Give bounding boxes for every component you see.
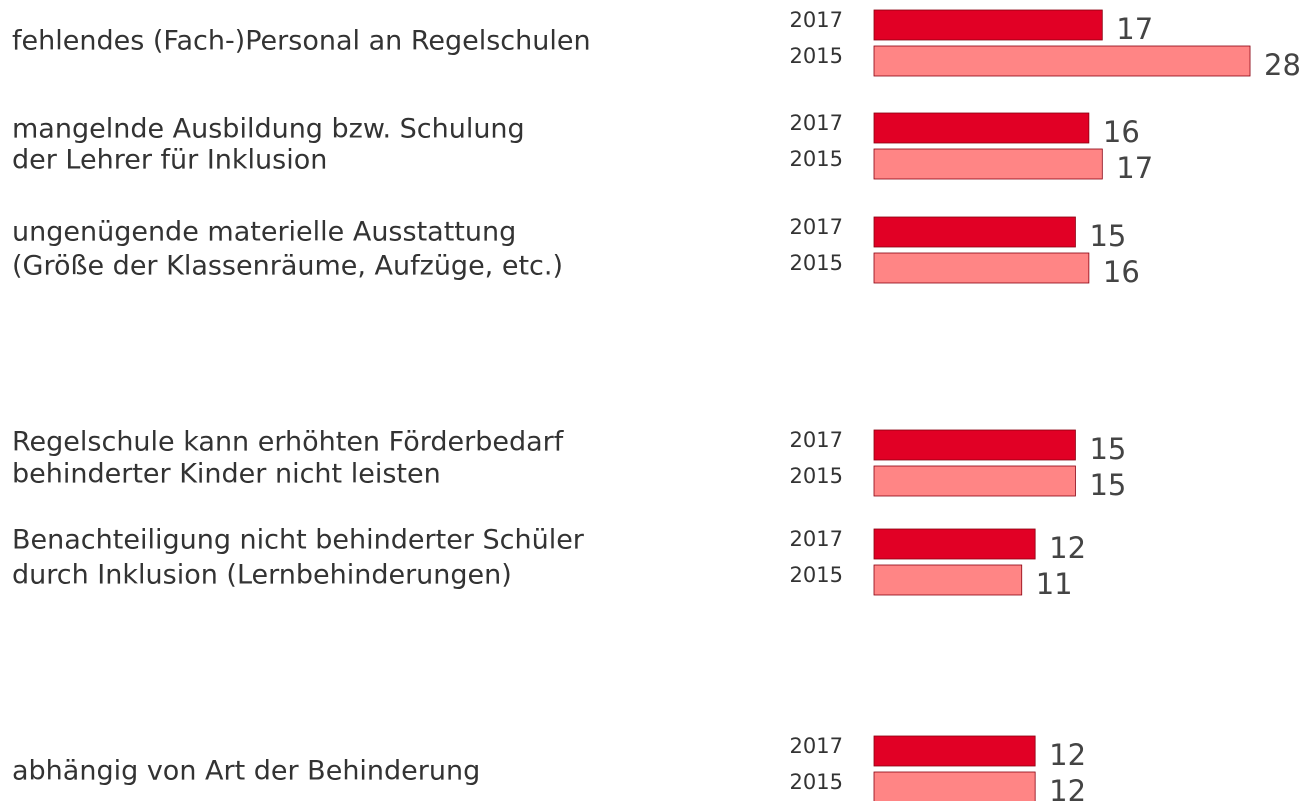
category-label: Regelschule kann erhöhten Förderbedarf bbox=[12, 427, 565, 458]
series-label: 2015 bbox=[790, 44, 843, 68]
value-label: 16 bbox=[1103, 255, 1140, 289]
value-label: 11 bbox=[1036, 567, 1073, 601]
bar bbox=[873, 465, 1076, 497]
series-label: 2015 bbox=[790, 251, 843, 275]
value-label: 15 bbox=[1089, 432, 1126, 466]
category-label: fehlendes (Fach-)Personal an Regelschule… bbox=[12, 26, 591, 57]
bar bbox=[873, 45, 1251, 77]
value-label: 15 bbox=[1089, 468, 1126, 502]
bar bbox=[873, 528, 1036, 560]
category-label: Benachteiligung nicht behinderter Schüle… bbox=[12, 525, 585, 556]
category-label: abhängig von Art der Behinderung bbox=[12, 756, 480, 787]
bar bbox=[873, 735, 1036, 767]
category-label: behinderter Kinder nicht leisten bbox=[12, 459, 441, 490]
value-label: 16 bbox=[1103, 115, 1140, 149]
category-label: ungenügende materielle Ausstattung bbox=[12, 217, 516, 248]
series-label: 2015 bbox=[790, 563, 843, 587]
category-label: mangelnde Ausbildung bzw. Schulung bbox=[12, 114, 525, 145]
bar bbox=[873, 564, 1023, 596]
category-label: durch Inklusion (Lernbehinderungen) bbox=[12, 560, 512, 591]
bar bbox=[873, 148, 1103, 180]
bar bbox=[873, 112, 1090, 144]
series-label: 2015 bbox=[790, 770, 843, 794]
bar bbox=[873, 9, 1103, 41]
value-label: 17 bbox=[1116, 151, 1153, 185]
series-label: 2017 bbox=[790, 8, 843, 32]
bar bbox=[873, 216, 1076, 248]
series-label: 2015 bbox=[790, 464, 843, 488]
bar bbox=[873, 771, 1036, 801]
value-label: 12 bbox=[1049, 774, 1086, 801]
value-label: 12 bbox=[1049, 531, 1086, 565]
series-label: 2017 bbox=[790, 734, 843, 758]
value-label: 28 bbox=[1264, 48, 1301, 82]
category-label: (Größe der Klassenräume, Aufzüge, etc.) bbox=[12, 251, 563, 282]
series-label: 2017 bbox=[790, 428, 843, 452]
value-label: 17 bbox=[1116, 12, 1153, 46]
series-label: 2017 bbox=[790, 215, 843, 239]
bar bbox=[873, 429, 1076, 461]
series-label: 2017 bbox=[790, 527, 843, 551]
category-label: der Lehrer für Inklusion bbox=[12, 145, 327, 176]
bar bbox=[873, 252, 1090, 284]
value-label: 15 bbox=[1089, 219, 1126, 253]
series-label: 2015 bbox=[790, 147, 843, 171]
value-label: 12 bbox=[1049, 738, 1086, 772]
series-label: 2017 bbox=[790, 111, 843, 135]
